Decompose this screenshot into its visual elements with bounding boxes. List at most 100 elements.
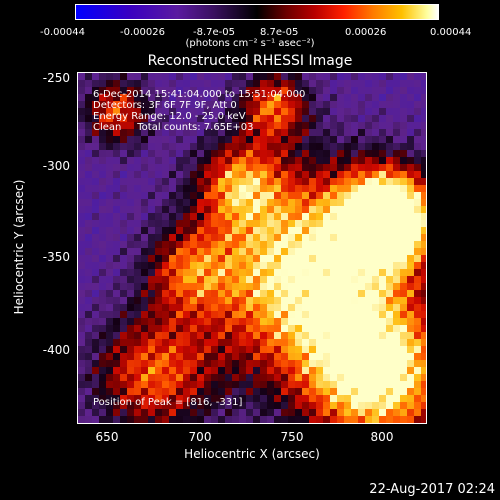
heatmap-cell: [148, 185, 155, 192]
heatmap-cell: [190, 423, 197, 424]
heatmap-cell: [127, 80, 134, 87]
heatmap-cell: [99, 346, 106, 353]
heatmap-cell: [358, 87, 365, 94]
heatmap-cell: [421, 297, 426, 304]
heatmap-cell: [309, 220, 316, 227]
heatmap-cell: [113, 402, 120, 409]
heatmap-cell: [365, 143, 372, 150]
heatmap-cell: [169, 318, 176, 325]
heatmap-cell: [330, 318, 337, 325]
heatmap-cell: [400, 255, 407, 262]
heatmap-cell: [309, 73, 316, 80]
heatmap-cell: [302, 388, 309, 395]
heatmap-cell: [253, 178, 260, 185]
heatmap-cell: [253, 248, 260, 255]
heatmap-cell: [106, 318, 113, 325]
heatmap-cell: [148, 297, 155, 304]
heatmap-cell: [379, 129, 386, 136]
heatmap-cell: [372, 381, 379, 388]
heatmap-cell: [155, 220, 162, 227]
heatmap-cell: [190, 276, 197, 283]
heatmap-cell: [379, 409, 386, 416]
heatmap-cell: [78, 73, 85, 80]
heatmap-cell: [225, 199, 232, 206]
heatmap-cell: [274, 241, 281, 248]
heatmap-cell: [344, 80, 351, 87]
heatmap-cell: [323, 283, 330, 290]
heatmap-cell: [183, 367, 190, 374]
heatmap-cell: [302, 311, 309, 318]
heatmap-cell: [113, 213, 120, 220]
heatmap-cell: [351, 402, 358, 409]
heatmap-cell: [316, 332, 323, 339]
heatmap-cell: [316, 276, 323, 283]
heatmap-cell: [386, 283, 393, 290]
heatmap-cell: [414, 192, 421, 199]
heatmap-cell: [204, 423, 211, 424]
heatmap-cell: [176, 108, 183, 115]
heatmap-cell: [309, 311, 316, 318]
heatmap-cell: [106, 325, 113, 332]
heatmap-cell: [225, 213, 232, 220]
heatmap-cell: [78, 381, 85, 388]
heatmap-cell: [127, 234, 134, 241]
heatmap-cell: [232, 318, 239, 325]
heatmap-cell: [309, 283, 316, 290]
heatmap-cell: [302, 395, 309, 402]
heatmap-cell: [323, 164, 330, 171]
heatmap-cell: [113, 269, 120, 276]
heatmap-cell: [162, 234, 169, 241]
heatmap-cell: [176, 178, 183, 185]
heatmap-cell: [218, 409, 225, 416]
heatmap-cell: [218, 94, 225, 101]
heatmap-cell: [379, 248, 386, 255]
heatmap-cell: [183, 409, 190, 416]
heatmap-cell: [379, 94, 386, 101]
heatmap-cell: [127, 73, 134, 80]
heatmap-cell: [295, 269, 302, 276]
heatmap-cell: [330, 388, 337, 395]
info-detectors: Detectors: 3F 6F 7F 9F, Att 0: [93, 100, 237, 111]
heatmap-cell: [190, 388, 197, 395]
heatmap-cell: [267, 269, 274, 276]
heatmap-cell: [351, 164, 358, 171]
heatmap-cell: [183, 171, 190, 178]
heatmap-cell: [113, 143, 120, 150]
heatmap-cell: [407, 101, 414, 108]
heatmap-cell: [92, 332, 99, 339]
heatmap-cell: [344, 171, 351, 178]
heatmap-cell: [204, 87, 211, 94]
heatmap-cell: [169, 416, 176, 423]
heatmap-cell: [302, 409, 309, 416]
heatmap-cell: [337, 143, 344, 150]
heatmap-cell: [162, 318, 169, 325]
heatmap-cell: [281, 374, 288, 381]
heatmap-cell: [267, 143, 274, 150]
heatmap-cell: [92, 192, 99, 199]
heatmap-cell: [414, 227, 421, 234]
heatmap-cell: [414, 234, 421, 241]
heatmap-cell: [211, 374, 218, 381]
heatmap-cell: [190, 171, 197, 178]
heatmap-cell: [225, 171, 232, 178]
heatmap-cell: [323, 234, 330, 241]
heatmap-cell: [211, 381, 218, 388]
heatmap-cell: [197, 255, 204, 262]
heatmap-cell: [288, 304, 295, 311]
heatmap-cell: [239, 234, 246, 241]
heatmap-cell: [204, 143, 211, 150]
heatmap-cell: [169, 269, 176, 276]
heatmap-cell: [316, 290, 323, 297]
heatmap-cell: [337, 290, 344, 297]
heatmap-cell: [302, 339, 309, 346]
heatmap-cell: [127, 423, 134, 424]
heatmap-cell: [358, 367, 365, 374]
heatmap-cell: [400, 129, 407, 136]
heatmap-cell: [288, 311, 295, 318]
heatmap-cell: [183, 206, 190, 213]
heatmap-cell: [316, 192, 323, 199]
heatmap-cell: [351, 94, 358, 101]
heatmap-cell: [372, 129, 379, 136]
heatmap-cell: [239, 262, 246, 269]
heatmap-cell: [358, 227, 365, 234]
